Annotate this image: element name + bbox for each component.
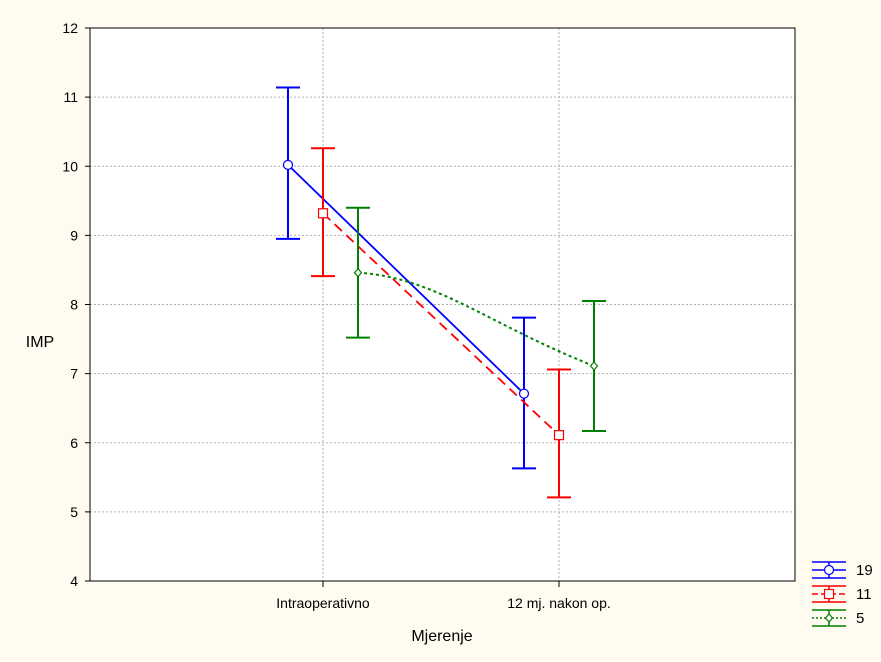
legend: 19 11 5 <box>812 561 873 627</box>
data-point <box>589 361 599 371</box>
series-5 <box>346 206 606 432</box>
legend-marker <box>824 613 834 623</box>
grid-lines <box>90 28 795 581</box>
data-point <box>282 159 294 170</box>
data-point <box>317 208 329 219</box>
y-tick-label: 6 <box>70 435 78 451</box>
legend-item-19: 19 <box>812 561 873 579</box>
series-11 <box>311 147 571 499</box>
legend-marker <box>823 588 835 600</box>
data-point <box>518 388 530 399</box>
y-tick-label: 4 <box>70 573 78 589</box>
y-tick-label: 7 <box>70 366 78 382</box>
x-axis-ticks: Intraoperativno 12 mj. nakon op. <box>276 581 611 611</box>
series-line <box>287 164 525 395</box>
series-line <box>322 212 560 436</box>
y-tick-label: 5 <box>70 504 78 520</box>
x-tick-label: Intraoperativno <box>276 595 370 611</box>
legend-item-11: 11 <box>812 585 872 603</box>
legend-item-5: 5 <box>812 609 864 627</box>
x-axis-label: Mjerenje <box>411 628 472 645</box>
y-tick-label: 12 <box>62 20 78 36</box>
data-point <box>353 267 363 278</box>
series-19 <box>276 86 536 470</box>
y-tick-label: 9 <box>70 227 78 243</box>
y-axis-label: IMP <box>26 334 54 351</box>
data-point <box>553 430 565 441</box>
legend-label: 5 <box>856 610 864 627</box>
y-tick-label: 10 <box>62 158 78 174</box>
series-layer <box>276 86 606 499</box>
y-tick-label: 11 <box>63 89 78 105</box>
x-tick-label: 12 mj. nakon op. <box>507 595 611 611</box>
y-tick-label: 8 <box>70 297 78 313</box>
y-axis-ticks: 4 5 6 7 8 9 10 11 12 <box>62 20 90 589</box>
legend-marker <box>823 564 835 576</box>
legend-label: 19 <box>856 562 873 579</box>
legend-label: 11 <box>856 586 872 603</box>
